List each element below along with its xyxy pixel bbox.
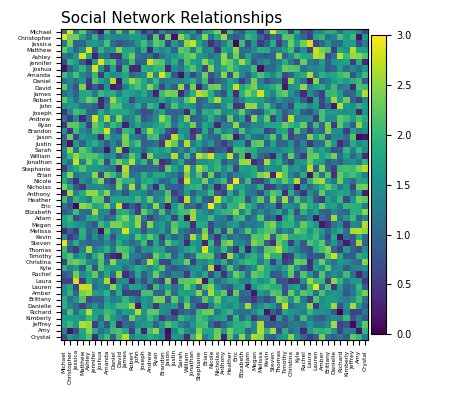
Text: Social Network Relationships: Social Network Relationships — [61, 12, 283, 27]
